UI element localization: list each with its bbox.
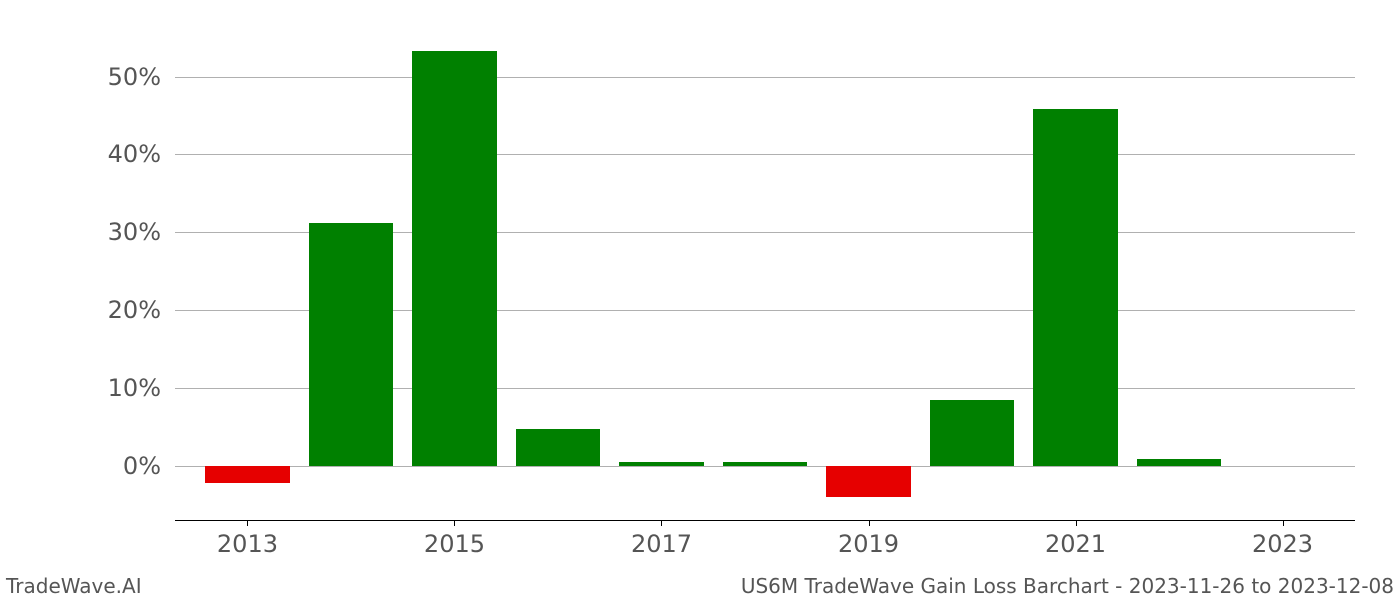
gridline (175, 466, 1355, 467)
watermark-left: TradeWave.AI (6, 574, 142, 598)
x-tick-mark (454, 520, 455, 526)
x-tick-label: 2019 (838, 530, 899, 558)
bar (826, 466, 911, 498)
x-tick-label: 2017 (631, 530, 692, 558)
y-tick-label: 30% (0, 218, 161, 246)
bar (412, 51, 497, 466)
gridline (175, 154, 1355, 155)
x-tick-mark (1283, 520, 1284, 526)
x-tick-label: 2023 (1252, 530, 1313, 558)
y-tick-label: 20% (0, 296, 161, 324)
x-tick-label: 2015 (424, 530, 485, 558)
y-tick-label: 50% (0, 63, 161, 91)
bar (1137, 459, 1222, 465)
x-tick-mark (869, 520, 870, 526)
bar (723, 462, 808, 466)
bar (930, 400, 1015, 465)
x-tick-label: 2021 (1045, 530, 1106, 558)
caption-right: US6M TradeWave Gain Loss Barchart - 2023… (741, 574, 1394, 598)
plot-area (175, 30, 1355, 520)
y-tick-label: 10% (0, 374, 161, 402)
x-tick-mark (247, 520, 248, 526)
y-tick-label: 40% (0, 140, 161, 168)
gridline (175, 77, 1355, 78)
x-tick-mark (1076, 520, 1077, 526)
axis-bottom-spine (175, 520, 1355, 521)
x-tick-label: 2013 (217, 530, 278, 558)
bar (516, 429, 601, 466)
y-tick-label: 0% (0, 452, 161, 480)
chart-container: TradeWave.AI US6M TradeWave Gain Loss Ba… (0, 0, 1400, 600)
bar (619, 462, 704, 465)
bar (309, 223, 394, 466)
x-tick-mark (661, 520, 662, 526)
bar (205, 466, 290, 483)
bar (1033, 109, 1118, 465)
